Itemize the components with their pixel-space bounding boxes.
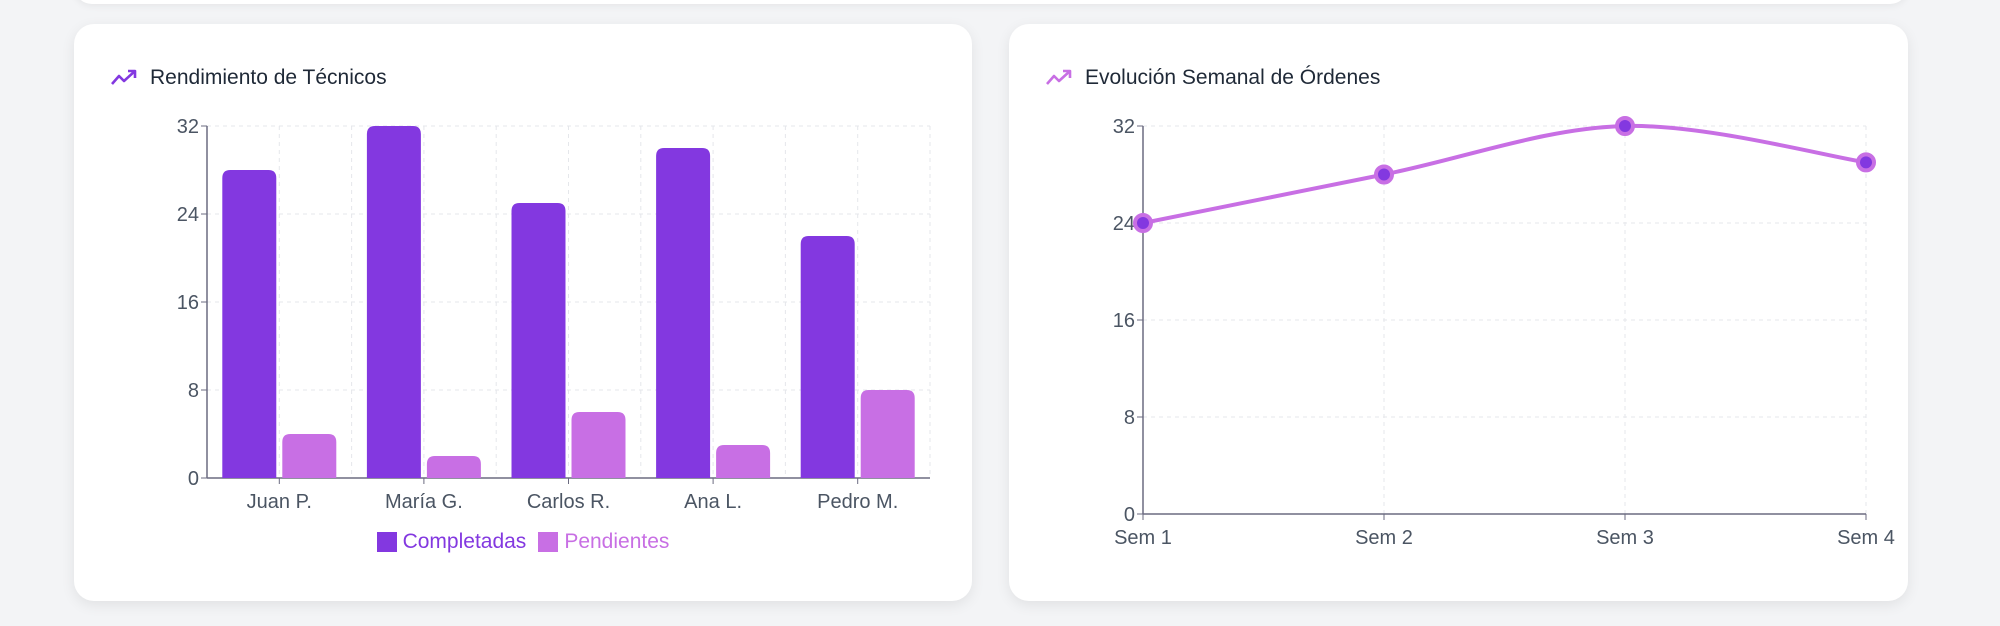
bar-pendientes	[282, 434, 337, 478]
y-tick-label: 16	[177, 292, 199, 314]
bar-completadas	[366, 126, 421, 478]
technician-performance-card: Rendimiento de Técnicos 0 8 16 24 32 Juan P. M…	[74, 24, 972, 601]
data-point	[1615, 116, 1635, 136]
series-line	[1142, 123, 1867, 225]
y-tick-label: 0	[1124, 504, 1135, 526]
y-tick-label: 8	[1124, 407, 1135, 429]
data-point	[1374, 164, 1394, 185]
x-tick-label: Juan P.	[247, 491, 312, 513]
card-title: Evolución Semanal de Órdenes	[1045, 66, 1380, 90]
bar-pendientes	[571, 412, 626, 478]
line-chart: 0 8 16 24 32 Sem 1 Sem 2 Sem 3 Sem 4	[1113, 116, 1895, 549]
legend-item-pendientes[interactable]: Pendientes	[538, 530, 669, 554]
bar-completadas	[656, 148, 711, 478]
y-tick-label: 8	[188, 380, 199, 402]
legend-item-completadas[interactable]: Completadas	[376, 530, 527, 554]
trending-up-icon	[111, 69, 137, 85]
y-tick-label: 16	[1113, 310, 1135, 332]
card-title: Rendimiento de Técnicos	[110, 66, 387, 90]
top-card-edge	[74, 0, 1908, 4]
x-tick-label: Ana L.	[684, 491, 742, 513]
legend-label: Pendientes	[564, 530, 670, 553]
bar-pendientes	[716, 445, 771, 478]
bar-pendientes	[860, 390, 915, 478]
x-tick-label: Carlos R.	[527, 491, 610, 513]
bar-chart: 0 8 16 24 32 Juan P. María G. Carlos R. Ana L. Pe…	[177, 116, 931, 513]
y-tick-label: 32	[1113, 116, 1135, 138]
bar-completadas	[222, 170, 277, 478]
bar-completadas	[511, 203, 566, 478]
y-tick-label: 32	[177, 116, 199, 138]
y-tick-label: 24	[177, 204, 199, 226]
y-tick-label: 24	[1113, 213, 1135, 235]
legend: Completadas Pendientes	[74, 530, 972, 554]
y-tick-label: 0	[188, 468, 199, 490]
x-tick-label: María G.	[385, 491, 463, 513]
card-title-text: Rendimiento de Técnicos	[150, 66, 387, 89]
x-tick-label: Pedro M.	[817, 491, 898, 513]
x-tick-label: Sem 1	[1114, 527, 1172, 549]
data-point	[1856, 152, 1876, 173]
x-tick-label: Sem 2	[1355, 527, 1413, 549]
bar-completadas	[800, 236, 855, 478]
trending-up-icon	[1046, 69, 1072, 85]
legend-swatch	[376, 532, 397, 552]
x-tick-label: Sem 3	[1596, 527, 1654, 549]
data-point	[1133, 213, 1153, 233]
legend-label: Completadas	[402, 530, 527, 553]
weekly-orders-card: Evolución Semanal de Órdenes 0 8 16 24 32 Sem…	[1009, 24, 1908, 601]
x-tick-label: Sem 4	[1837, 527, 1895, 549]
legend-swatch	[538, 532, 559, 552]
card-title-text: Evolución Semanal de Órdenes	[1085, 66, 1381, 89]
bar-pendientes	[426, 456, 481, 478]
